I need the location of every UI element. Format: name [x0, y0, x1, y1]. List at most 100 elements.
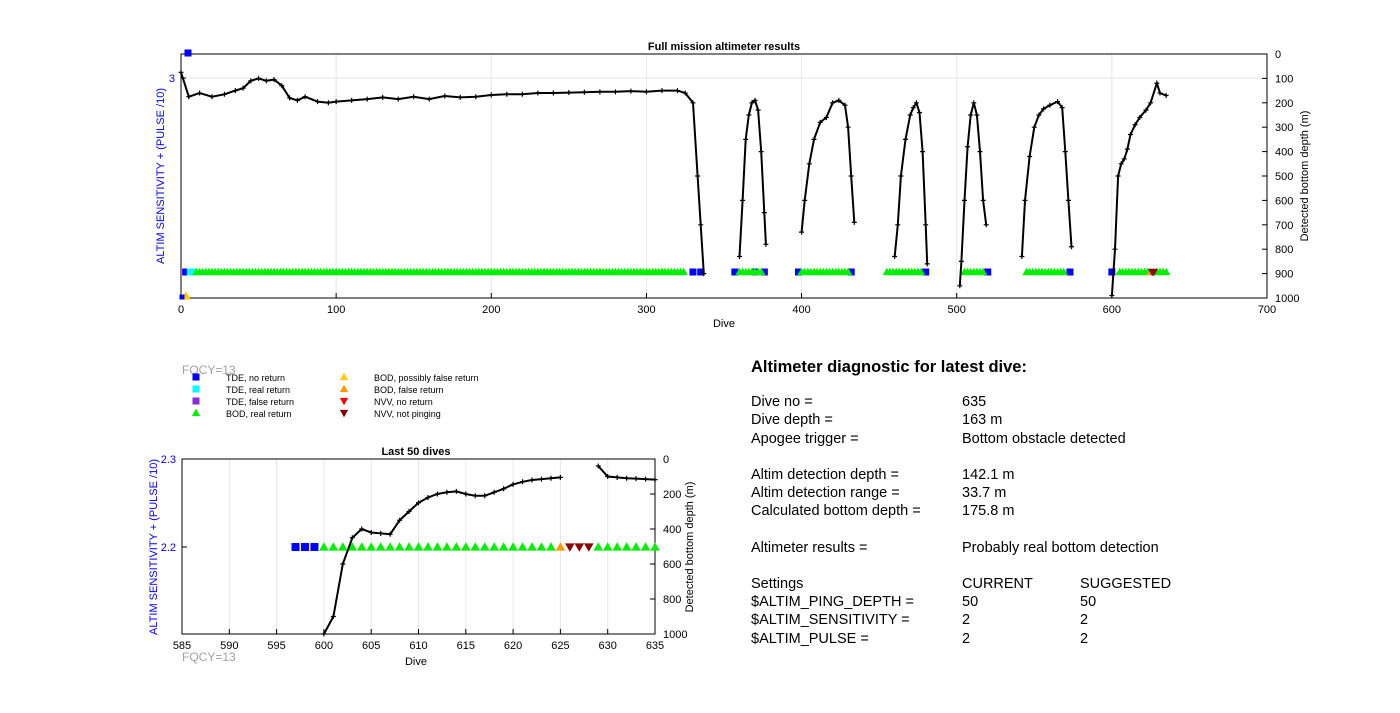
- x-tick-label: 600: [1103, 304, 1121, 316]
- depth-point: [643, 89, 649, 95]
- depth-point: [916, 110, 922, 116]
- bottom-depth-series: [321, 463, 658, 637]
- depth-point: [903, 136, 909, 142]
- depth-point: [473, 94, 479, 100]
- depth-point: [913, 100, 919, 106]
- bod-real-returnmarker: [650, 542, 660, 551]
- depth-line-segment: [1110, 80, 1167, 296]
- bottom-left-axis: 2.3 2.2: [161, 454, 187, 554]
- tde-no-returnmarker: [984, 268, 992, 276]
- bod-real-returnmarker: [498, 542, 509, 551]
- depth-point: [294, 97, 300, 103]
- depth-point: [811, 136, 817, 142]
- depth-point: [548, 475, 554, 481]
- depth-point: [263, 78, 269, 84]
- depth-point: [749, 100, 755, 106]
- x-tick-label: 615: [457, 640, 475, 652]
- depth-point: [823, 114, 829, 120]
- dive-depth-row: Dive depth = 163 m: [751, 411, 1371, 429]
- depth-point: [682, 90, 688, 96]
- depth-point: [763, 241, 769, 247]
- bod-false-returnmarker: [555, 542, 566, 551]
- left-tick-label: 2.2: [161, 542, 176, 554]
- depth-point: [605, 474, 611, 479]
- dive-no-label: Dive no =: [751, 394, 813, 411]
- x-tick-label: 400: [792, 304, 810, 316]
- depth-point: [197, 90, 203, 96]
- depth-point: [359, 526, 365, 532]
- nvv-not-pingingmarker: [574, 543, 585, 552]
- apogee-row: Apogee trigger = Bottom obstacle detecte…: [751, 430, 1371, 448]
- depth-point: [674, 88, 680, 94]
- tde-no-returnmarker: [760, 268, 768, 276]
- x-tick-label: 500: [948, 304, 966, 316]
- depth-point: [557, 474, 563, 480]
- depth-point: [1059, 105, 1065, 111]
- depth-point: [698, 222, 704, 228]
- depth-point: [1065, 197, 1071, 203]
- bod-real-returnmarker: [413, 542, 424, 551]
- depth-point: [566, 90, 572, 96]
- results-label: Altimeter results =: [751, 539, 868, 556]
- tde-no-returnmarker: [794, 268, 802, 276]
- bod-real-returnmarker: [423, 542, 433, 551]
- depth-point: [1154, 80, 1160, 86]
- depth-point: [397, 517, 403, 523]
- legend-item: BOD, possibly false return: [339, 372, 479, 383]
- depth-point: [1055, 99, 1061, 105]
- depth-point: [426, 96, 432, 102]
- depth-point: [758, 149, 764, 155]
- right-tick-label: 200: [1275, 98, 1293, 110]
- depth-point: [633, 476, 639, 482]
- depth-line-segment: [738, 98, 767, 257]
- depth-point: [968, 112, 974, 118]
- depth-point: [597, 89, 603, 95]
- depth-point: [1143, 107, 1149, 113]
- depth-point: [535, 90, 541, 96]
- tde-no-returnmarker: [300, 543, 309, 551]
- depth-point: [740, 197, 746, 203]
- tde-no-returnmarker: [310, 543, 319, 551]
- depth-point: [349, 97, 355, 103]
- legend-item: NVV, not pinging: [339, 409, 441, 419]
- tde-no-returnmarker: [1108, 268, 1116, 276]
- depth-point: [907, 112, 913, 118]
- depth-point: [983, 222, 989, 228]
- depth-point: [519, 91, 525, 97]
- depth-point: [453, 488, 459, 494]
- nvv-not-pingingmarker: [583, 543, 594, 552]
- bod-real-returnmarker: [536, 542, 547, 551]
- tde-no-returnmarker: [697, 268, 705, 276]
- bod-real-returnmarker: [602, 542, 613, 551]
- x-tick-label: 585: [173, 640, 191, 652]
- depth-point: [248, 78, 254, 84]
- depth-point: [628, 88, 634, 94]
- bod-real-returnmarker: [757, 267, 766, 276]
- bod-real-returnmarker: [1161, 267, 1171, 276]
- depth-point: [690, 100, 696, 106]
- bod-real-returnmarker: [432, 542, 443, 551]
- current-header: CURRENT: [962, 576, 1033, 593]
- diagnostic-panel: Altimeter diagnostic for latest dive: Di…: [751, 358, 1371, 648]
- calc-depth-label: Calculated bottom depth =: [751, 503, 921, 520]
- depth-point: [488, 92, 494, 98]
- depth-point: [895, 222, 901, 228]
- top-chart-title: Full mission altimeter results: [648, 41, 800, 53]
- legend-item-label: BOD, possibly false return: [374, 373, 479, 383]
- altim-range-label: Altim detection range =: [751, 485, 900, 502]
- legend-marker-icon: [191, 408, 201, 417]
- right-tick-label: 1000: [663, 629, 687, 641]
- depth-point: [836, 97, 842, 103]
- depth-point: [287, 95, 293, 101]
- apogee-value: Bottom obstacle detected: [962, 430, 1126, 447]
- top-grid: [180, 54, 1268, 298]
- ping-depth-label: $ALTIM_PING_DEPTH =: [751, 594, 914, 611]
- bottom-chart-title: Last 50 dives: [381, 446, 450, 458]
- depth-line-segment: [323, 476, 561, 635]
- depth-point: [368, 530, 374, 535]
- top-status-markers: [179, 49, 1171, 300]
- depth-point: [920, 149, 926, 155]
- bod-real-returnmarker: [451, 542, 462, 551]
- tde-no-returnmarker: [922, 268, 930, 276]
- depth-point: [977, 149, 983, 155]
